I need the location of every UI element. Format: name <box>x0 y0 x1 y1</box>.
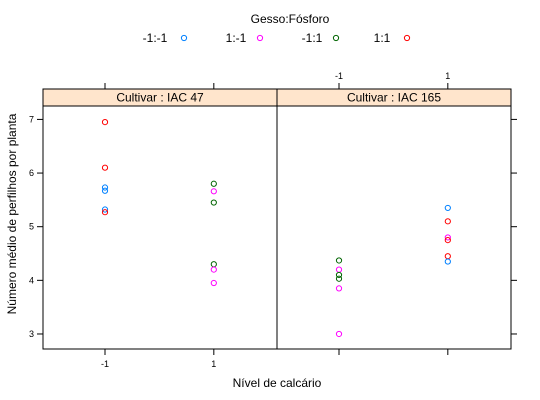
data-point <box>210 279 217 287</box>
data-point <box>444 258 451 265</box>
legend-label: -1:1 <box>302 31 323 45</box>
data-point <box>335 330 343 338</box>
y-tick-label: 5 <box>29 222 34 232</box>
data-point <box>210 199 217 206</box>
data-point <box>335 285 343 292</box>
legend-symbol <box>256 34 264 42</box>
y-tick-label: 4 <box>29 275 34 285</box>
panel-strip-label: Cultivar : IAC 165 <box>347 91 441 105</box>
data-point <box>444 218 451 225</box>
data-point <box>210 266 217 273</box>
legend: Gesso:Fósforo -1:-1 1:-1 -1:1 1:1 <box>143 12 411 45</box>
y-tick-label: 7 <box>29 114 34 124</box>
y-axis-label: Número médio de perfilhos por planta <box>5 113 19 314</box>
data-point <box>210 261 217 268</box>
data-point <box>444 253 451 260</box>
y-tick-label: 3 <box>29 329 34 339</box>
data-point <box>101 187 109 194</box>
data-point <box>210 180 217 187</box>
data-point <box>335 266 343 273</box>
data-point <box>101 209 109 216</box>
x-tick-label: 1 <box>445 71 450 81</box>
x-tick-label: -1 <box>335 71 343 81</box>
data-point <box>335 275 343 282</box>
legend-title: Gesso:Fósforo <box>251 12 330 26</box>
data-point <box>335 257 343 264</box>
data-point <box>444 204 451 212</box>
legend-symbol <box>180 34 188 42</box>
data-point <box>444 237 451 244</box>
data-point <box>101 164 109 171</box>
x-tick-label: -1 <box>101 359 109 369</box>
panel: Cultivar : IAC 165 -1 1 <box>276 71 517 355</box>
panel-frame <box>276 105 512 350</box>
legend-label: -1:-1 <box>143 31 168 45</box>
legend-symbol <box>332 34 340 42</box>
data-point <box>444 234 451 241</box>
data-point <box>101 184 109 191</box>
data-point <box>210 188 217 195</box>
data-point <box>335 271 343 279</box>
x-axis-label: Nível de calcário <box>233 376 322 390</box>
y-tick-label: 6 <box>29 168 34 178</box>
legend-label: 1:1 <box>374 31 391 45</box>
panel: Cultivar : IAC 47 -1 1 3 4 5 6 7 <box>29 83 278 369</box>
panel-strip-label: Cultivar : IAC 47 <box>116 91 204 105</box>
x-tick-label: 1 <box>211 359 216 369</box>
panel-frame <box>42 105 278 350</box>
data-point <box>101 118 109 126</box>
legend-entries: -1:-1 1:-1 -1:1 1:1 <box>143 31 411 45</box>
legend-label: 1:-1 <box>226 31 247 45</box>
legend-symbol <box>403 34 411 42</box>
data-point <box>101 206 109 213</box>
